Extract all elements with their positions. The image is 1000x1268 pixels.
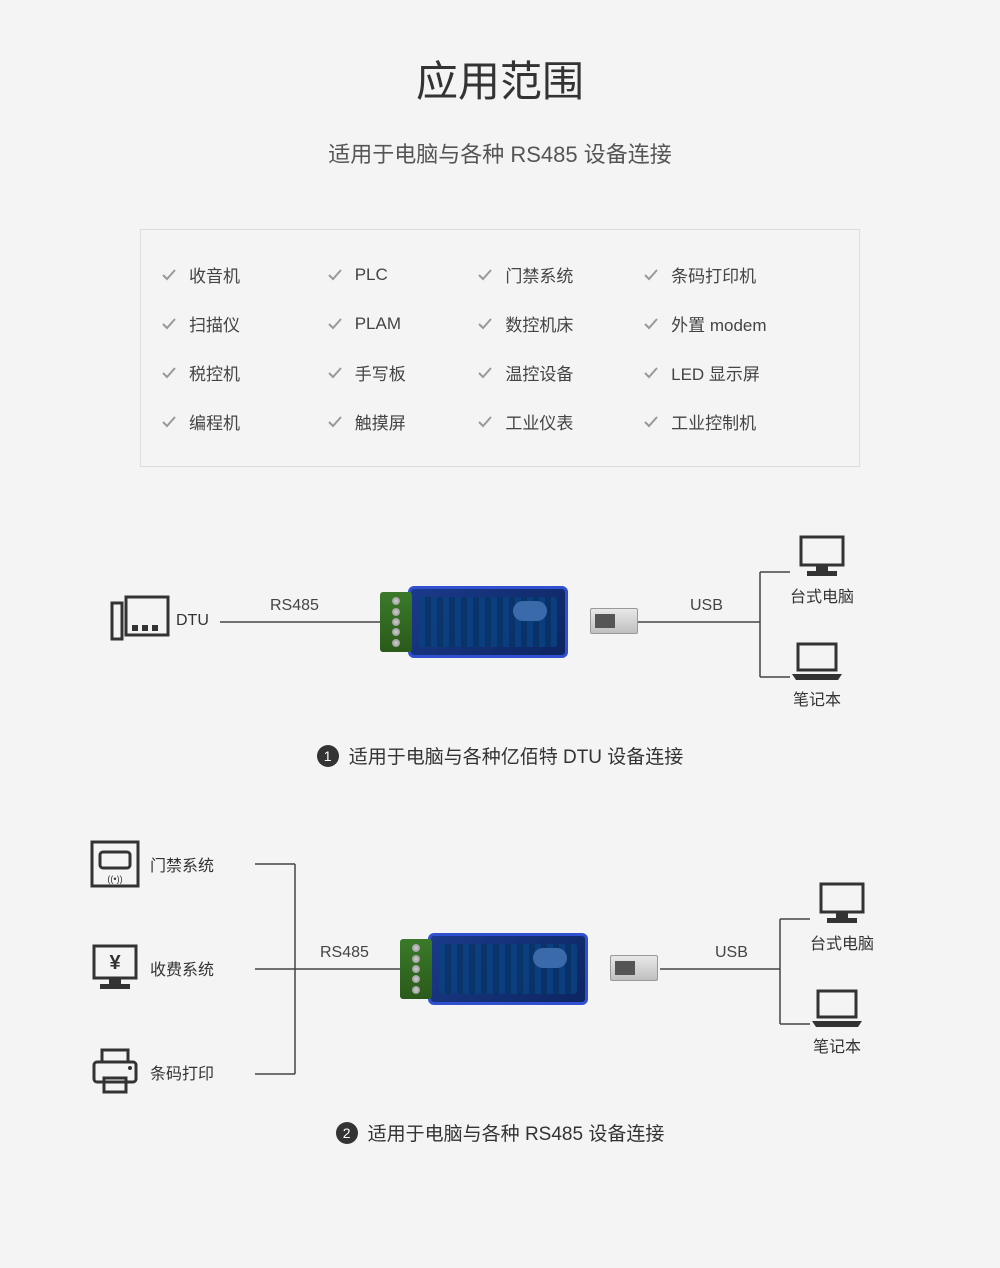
feature-item: 数控机床 — [477, 311, 643, 336]
desktop-label-2: 台式电脑 — [810, 930, 874, 954]
feature-item: 手写板 — [327, 360, 478, 385]
rs485-label-1: RS485 — [270, 597, 319, 615]
usb-label-1: USB — [690, 597, 723, 615]
check-icon — [477, 414, 495, 430]
feature-item: 税控机 — [161, 360, 327, 385]
check-icon — [161, 267, 179, 283]
feature-label: 扫描仪 — [189, 311, 240, 336]
check-icon — [327, 414, 345, 430]
feature-label: 工业控制机 — [671, 409, 756, 434]
check-icon — [161, 414, 179, 430]
feature-item: 工业仪表 — [477, 409, 643, 434]
check-icon — [327, 365, 345, 381]
check-icon — [161, 365, 179, 381]
check-icon — [477, 365, 495, 381]
feature-item: 收音机 — [161, 262, 327, 287]
feature-label: PLAM — [355, 314, 401, 334]
check-icon — [477, 316, 495, 332]
payment-label: 收费系统 — [150, 956, 214, 980]
feature-item: 条码打印机 — [643, 262, 839, 287]
dtu-label: DTU — [176, 612, 209, 630]
check-icon — [643, 414, 661, 430]
check-icon — [643, 316, 661, 332]
svg-text:((•)): ((•)) — [107, 874, 122, 884]
diagram-1-caption: 1 适用于电脑与各种亿佰特 DTU 设备连接 — [0, 742, 1000, 769]
feature-label: 收音机 — [189, 262, 240, 287]
access-icon: ((•)) 门禁系统 — [90, 840, 214, 888]
desktop-icon-2: 台式电脑 — [810, 882, 874, 954]
caption-badge-2: 2 — [336, 1122, 358, 1144]
diagram-2: ((•)) 门禁系统 ¥ 收费系统 条码打印 RS485 USB — [60, 824, 940, 1104]
laptop-icon-1: 笔记本 — [790, 642, 844, 710]
diagram-1: DTU RS485 USB 台式电脑 笔记本 — [90, 517, 910, 727]
usb-label-2: USB — [715, 944, 748, 962]
product-device-2 — [400, 929, 630, 1009]
caption-text-1: 适用于电脑与各种亿佰特 DTU 设备连接 — [349, 747, 684, 768]
feature-label: 条码打印机 — [671, 262, 756, 287]
feature-label: LED 显示屏 — [671, 360, 760, 385]
access-label: 门禁系统 — [150, 852, 214, 876]
feature-item: 扫描仪 — [161, 311, 327, 336]
feature-item: 工业控制机 — [643, 409, 839, 434]
desktop-icon-1: 台式电脑 — [790, 535, 854, 607]
feature-item: 外置 modem — [643, 311, 839, 336]
printer-label: 条码打印 — [150, 1060, 214, 1084]
caption-text-2: 适用于电脑与各种 RS485 设备连接 — [368, 1124, 665, 1145]
feature-label: 税控机 — [189, 360, 240, 385]
feature-label: 数控机床 — [505, 311, 573, 336]
svg-text:¥: ¥ — [109, 952, 121, 974]
dtu-icon: DTU — [110, 595, 209, 647]
rs485-label-2: RS485 — [320, 944, 369, 962]
feature-item: 触摸屏 — [327, 409, 478, 434]
check-icon — [161, 316, 179, 332]
check-icon — [327, 316, 345, 332]
feature-label: 温控设备 — [505, 360, 573, 385]
feature-label: 触摸屏 — [355, 409, 406, 434]
caption-badge-1: 1 — [317, 745, 339, 767]
feature-label: 外置 modem — [671, 311, 766, 336]
feature-label: 门禁系统 — [505, 262, 573, 287]
check-icon — [643, 365, 661, 381]
desktop-label-1: 台式电脑 — [790, 583, 854, 607]
feature-item: PLC — [327, 262, 478, 287]
feature-item: PLAM — [327, 311, 478, 336]
check-icon — [327, 267, 345, 283]
page-title: 应用范围 — [0, 0, 1000, 109]
feature-label: 工业仪表 — [505, 409, 573, 434]
feature-item: 编程机 — [161, 409, 327, 434]
features-box: 收音机 PLC 门禁系统 条码打印机扫描仪 PLAM 数控机床 外置 modem 税控机 手写板… — [140, 229, 860, 467]
feature-item: 温控设备 — [477, 360, 643, 385]
printer-icon: 条码打印 — [90, 1048, 214, 1096]
laptop-label-2: 笔记本 — [813, 1033, 861, 1057]
check-icon — [643, 267, 661, 283]
diagram-2-caption: 2 适用于电脑与各种 RS485 设备连接 — [0, 1119, 1000, 1146]
check-icon — [477, 267, 495, 283]
feature-label: 编程机 — [189, 409, 240, 434]
laptop-icon-2: 笔记本 — [810, 989, 864, 1057]
feature-label: PLC — [355, 265, 388, 285]
payment-icon: ¥ 收费系统 — [90, 944, 214, 992]
feature-label: 手写板 — [355, 360, 406, 385]
product-device-1 — [380, 582, 610, 662]
page-subtitle: 适用于电脑与各种 RS485 设备连接 — [0, 137, 1000, 169]
feature-item: 门禁系统 — [477, 262, 643, 287]
feature-item: LED 显示屏 — [643, 360, 839, 385]
laptop-label-1: 笔记本 — [793, 686, 841, 710]
features-grid: 收音机 PLC 门禁系统 条码打印机扫描仪 PLAM 数控机床 外置 modem 税控机 手写板… — [161, 262, 839, 434]
